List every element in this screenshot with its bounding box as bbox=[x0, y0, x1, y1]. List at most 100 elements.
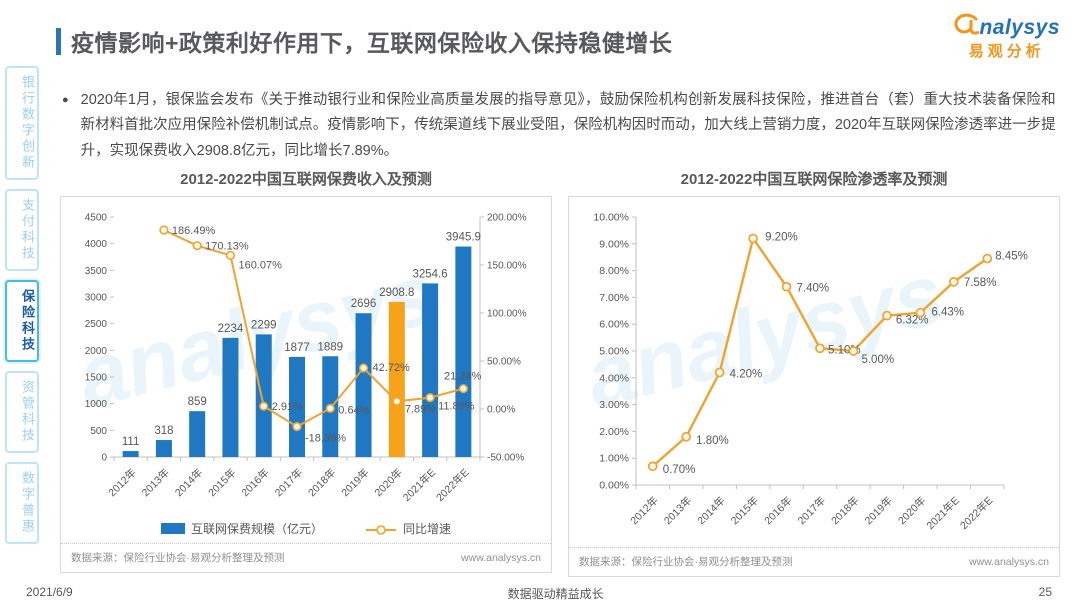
analysys-logo: nalysys 易观分析 bbox=[953, 13, 1060, 59]
svg-text:11.89%: 11.89% bbox=[438, 401, 475, 413]
svg-text:3254.6: 3254.6 bbox=[412, 268, 447, 280]
svg-text:6.43%: 6.43% bbox=[931, 307, 964, 319]
right-chart-panel: analysys 0.00% 1.00% 2.00% 3.00% 4.00% 5.00% 6… bbox=[568, 196, 1060, 577]
svg-text:2021年E: 2021年E bbox=[400, 466, 438, 504]
svg-text:1889: 1889 bbox=[317, 341, 343, 353]
svg-text:5.00%: 5.00% bbox=[861, 354, 894, 366]
svg-text:2012年: 2012年 bbox=[106, 466, 139, 499]
right-chart-title: 2012-2022中国互联网保险渗透率及预测 bbox=[680, 171, 948, 188]
penetration-chart-block: 2012-2022中国互联网保险渗透率及预测 analysys 0.00% 1.0… bbox=[568, 168, 1060, 577]
svg-text:2000: 2000 bbox=[85, 346, 108, 357]
svg-text:170.13%: 170.13% bbox=[205, 241, 249, 253]
svg-text:7.58%: 7.58% bbox=[964, 277, 997, 289]
svg-text:50.00%: 50.00% bbox=[487, 357, 521, 368]
svg-text:4.00%: 4.00% bbox=[599, 372, 629, 384]
title-accent-bar bbox=[56, 27, 61, 55]
sidebar-item-insurance-tech[interactable]: 保险科技 bbox=[5, 280, 39, 362]
summary-text: 2020年1月，银保监会发布《关于推动银行业和保险业高质量发展的指导意见》，鼓励… bbox=[80, 92, 1056, 159]
svg-text:100.00%: 100.00% bbox=[487, 309, 527, 320]
svg-text:1500: 1500 bbox=[85, 373, 108, 384]
svg-text:7.00%: 7.00% bbox=[599, 292, 629, 304]
svg-text:3945.9: 3945.9 bbox=[446, 232, 481, 244]
svg-text:859: 859 bbox=[188, 396, 207, 408]
svg-text:5.00%: 5.00% bbox=[599, 346, 629, 358]
svg-text:2017年: 2017年 bbox=[795, 494, 828, 527]
sidebar-item-asset-mgmt-tech[interactable]: 资管科技 bbox=[5, 371, 39, 453]
svg-text:200.00%: 200.00% bbox=[487, 213, 527, 224]
svg-text:2018年: 2018年 bbox=[305, 466, 338, 499]
svg-text:150.00%: 150.00% bbox=[487, 261, 527, 272]
svg-text:1000: 1000 bbox=[85, 399, 108, 410]
logo-swirl-icon bbox=[953, 13, 980, 41]
svg-text:2016年: 2016年 bbox=[762, 494, 795, 527]
svg-text:3000: 3000 bbox=[85, 293, 108, 304]
svg-text:2014年: 2014年 bbox=[172, 466, 205, 499]
svg-text:111: 111 bbox=[122, 436, 139, 448]
left-website-url: www.analysys.cn bbox=[461, 551, 541, 564]
svg-text:21.24%: 21.24% bbox=[444, 371, 482, 383]
svg-text:2299: 2299 bbox=[251, 319, 277, 331]
svg-text:1877: 1877 bbox=[284, 342, 310, 354]
svg-text:7.40%: 7.40% bbox=[797, 283, 830, 295]
svg-text:2696: 2696 bbox=[351, 298, 377, 310]
sidebar-item-payment-tech[interactable]: 支付科技 bbox=[5, 189, 39, 271]
footer-slogan: 数据驱动精益成长 bbox=[507, 587, 604, 601]
right-data-source: 数据来源：保险行业协会·易观分析整理及预测 bbox=[579, 556, 793, 568]
svg-text:0.00%: 0.00% bbox=[487, 405, 515, 416]
svg-text:2908.8: 2908.8 bbox=[379, 287, 414, 299]
svg-text:2015年: 2015年 bbox=[728, 494, 761, 527]
svg-text:9.00%: 9.00% bbox=[599, 238, 629, 250]
bullet-icon: ● bbox=[62, 94, 69, 106]
svg-text:2014年: 2014年 bbox=[695, 494, 728, 527]
svg-text:2016年: 2016年 bbox=[239, 466, 272, 499]
left-source-row: 数据来源：保险行业协会·易观分析整理及预测 www.analysys.cn bbox=[61, 543, 551, 572]
svg-text:1.00%: 1.00% bbox=[599, 453, 629, 465]
svg-text:2020年: 2020年 bbox=[895, 494, 928, 527]
left-chart-panel: analysys 0500100015002000250030003500400… bbox=[60, 196, 552, 573]
sidebar-item-digital-inclusion[interactable]: 数字普惠 bbox=[5, 462, 39, 544]
legend-item-line: 同比增速 bbox=[365, 520, 451, 537]
svg-text:6.32%: 6.32% bbox=[896, 315, 929, 327]
svg-text:2500: 2500 bbox=[85, 319, 108, 330]
svg-text:500: 500 bbox=[90, 426, 107, 437]
svg-text:9.20%: 9.20% bbox=[765, 231, 798, 243]
svg-text:2019年: 2019年 bbox=[862, 494, 895, 527]
svg-text:4.20%: 4.20% bbox=[730, 368, 763, 380]
page-title: 疫情影响+政策利好作用下，互联网保险收入保持稳健增长 bbox=[71, 30, 673, 56]
svg-text:4000: 4000 bbox=[85, 239, 108, 250]
sidebar-item-banking-digital[interactable]: 银行数字创新 bbox=[5, 66, 39, 180]
svg-text:2.91%: 2.91% bbox=[272, 401, 303, 413]
svg-text:6.00%: 6.00% bbox=[599, 319, 629, 331]
logo-chinese-name: 易观分析 bbox=[968, 43, 1045, 60]
svg-text:8.45%: 8.45% bbox=[995, 251, 1028, 263]
left-data-source: 数据来源：保险行业协会·易观分析整理及预测 bbox=[71, 552, 285, 564]
summary-paragraph: ● 2020年1月，银保监会发布《关于推动银行业和保险业高质量发展的指导意见》，… bbox=[62, 88, 1062, 164]
sidebar: 银行数字创新 支付科技 保险科技 资管科技 数字普惠 bbox=[3, 66, 39, 544]
left-chart-legend: 互联网保费规模（亿元） 同比增速 bbox=[61, 513, 551, 543]
svg-text:2.00%: 2.00% bbox=[599, 426, 629, 438]
legend-bar-label: 互联网保费规模（亿元） bbox=[190, 521, 323, 536]
legend-item-bar: 互联网保费规模（亿元） bbox=[160, 520, 323, 537]
bar-series-swatch bbox=[160, 522, 185, 534]
header: 疫情影响+政策利好作用下，互联网保险收入保持稳健增长 bbox=[56, 24, 672, 58]
charts-row: 2012-2022中国互联网保费收入及预测 analysys 050010001… bbox=[60, 168, 1060, 577]
svg-text:0: 0 bbox=[101, 453, 107, 464]
svg-text:0.64%: 0.64% bbox=[338, 404, 369, 416]
svg-text:2022年E: 2022年E bbox=[957, 494, 995, 532]
svg-text:2022年E: 2022年E bbox=[433, 466, 471, 504]
svg-text:7.89%: 7.89% bbox=[405, 403, 436, 415]
svg-text:3500: 3500 bbox=[85, 266, 108, 277]
svg-text:4500: 4500 bbox=[85, 213, 108, 224]
svg-text:2234: 2234 bbox=[218, 323, 244, 335]
svg-text:2012年: 2012年 bbox=[628, 494, 661, 527]
svg-text:42.72%: 42.72% bbox=[373, 362, 411, 374]
footer: 2021/6/9 数据驱动精益成长 25 bbox=[0, 585, 1080, 602]
svg-text:2013年: 2013年 bbox=[139, 466, 172, 499]
svg-text:8.00%: 8.00% bbox=[599, 265, 629, 277]
svg-text:-18.36%: -18.36% bbox=[305, 433, 346, 445]
svg-text:0.70%: 0.70% bbox=[663, 464, 696, 476]
svg-text:3.00%: 3.00% bbox=[599, 399, 629, 411]
premium-income-combo-chart: 0 500 1000 1500 2000 2500 3000 3500 4000 4500 200.… bbox=[85, 213, 527, 505]
svg-text:160.07%: 160.07% bbox=[238, 259, 282, 271]
